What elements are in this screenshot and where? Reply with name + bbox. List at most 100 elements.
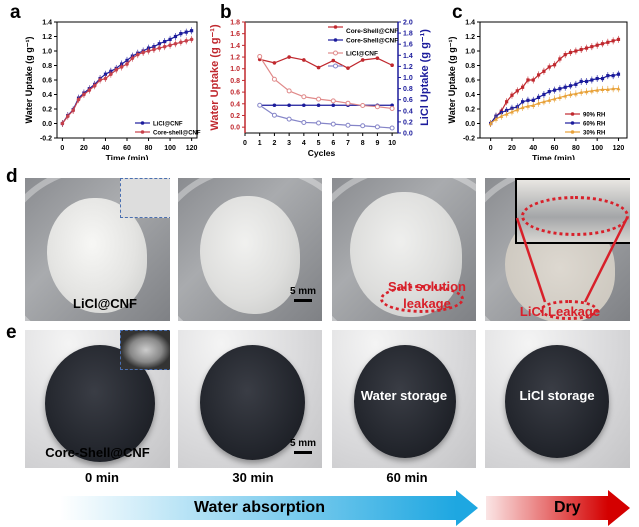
y-tick-label: 1.0 bbox=[42, 49, 52, 56]
data-point bbox=[531, 103, 536, 107]
data-point bbox=[584, 89, 589, 94]
data-point bbox=[82, 92, 86, 97]
data-point bbox=[515, 107, 520, 112]
y-axis-title: Water Uptake (g g⁻¹) bbox=[24, 37, 34, 124]
y-tick-label: 0.2 bbox=[42, 107, 52, 114]
data-point bbox=[504, 112, 509, 116]
data-point bbox=[302, 103, 306, 108]
data-point bbox=[87, 88, 92, 92]
series-line bbox=[61, 38, 192, 124]
time-label-60: 60 min bbox=[386, 470, 428, 485]
x-tick-label: 4 bbox=[302, 140, 306, 147]
data-point bbox=[331, 103, 336, 108]
legend-marker bbox=[333, 25, 338, 29]
data-point bbox=[98, 78, 102, 82]
data-point bbox=[287, 103, 291, 108]
x-tick-label: 2 bbox=[272, 140, 276, 147]
data-point bbox=[179, 40, 183, 45]
data-point bbox=[103, 76, 108, 81]
series-licl-cnf bbox=[257, 53, 395, 111]
data-point bbox=[505, 100, 509, 104]
y-tick-label: 1.2 bbox=[465, 34, 475, 41]
x-tick-label: 0 bbox=[243, 140, 247, 147]
series-line bbox=[259, 104, 393, 129]
x-tick-label: 80 bbox=[572, 145, 580, 152]
y-tick-label: -0.2 bbox=[40, 136, 52, 143]
x-axis-title: Time (min) bbox=[532, 153, 575, 160]
data-point bbox=[510, 106, 514, 110]
dry-label: Dry bbox=[554, 499, 581, 516]
time-label-30: 30 min bbox=[232, 470, 274, 485]
data-point bbox=[316, 65, 321, 70]
data-point bbox=[552, 63, 557, 67]
photo-d-60min: Salt solution leakage bbox=[332, 178, 476, 321]
y-right-tick-label: 0.6 bbox=[403, 97, 413, 104]
y-tick-label: 0.8 bbox=[230, 78, 240, 85]
data-point bbox=[510, 93, 514, 97]
data-point bbox=[286, 116, 292, 122]
scale-bar: 5 mm bbox=[288, 286, 318, 302]
x-tick-label: 0 bbox=[489, 145, 493, 152]
data-point bbox=[499, 114, 504, 118]
data-point bbox=[584, 46, 589, 50]
leak-ellipse bbox=[380, 285, 464, 313]
data-point bbox=[287, 55, 291, 59]
legend-marker bbox=[570, 130, 575, 134]
legend-label: Core-Shell@CNF bbox=[346, 38, 398, 45]
series-line bbox=[490, 38, 619, 124]
x-axis-title: Cycles bbox=[308, 148, 336, 158]
data-point bbox=[390, 63, 394, 68]
data-point bbox=[119, 65, 124, 69]
series-30-rh bbox=[488, 85, 621, 127]
leak-ellipse bbox=[540, 300, 598, 320]
series-licl-cnf bbox=[60, 27, 194, 127]
data-point bbox=[552, 96, 557, 101]
scale-bar: 5 mm bbox=[288, 438, 318, 454]
connector-lines bbox=[515, 217, 629, 303]
data-point bbox=[600, 42, 605, 46]
y-right-tick-label: 1.4 bbox=[403, 53, 413, 60]
data-point bbox=[71, 108, 75, 113]
x-tick-label: 10 bbox=[388, 140, 396, 147]
data-point bbox=[505, 108, 509, 113]
scale-bar-label: 5 mm bbox=[289, 286, 317, 297]
photo-e-30min: 5 mm bbox=[178, 330, 322, 468]
data-point bbox=[173, 34, 178, 39]
data-point bbox=[595, 43, 599, 47]
data-point bbox=[573, 91, 578, 96]
y-tick-label: 0.0 bbox=[465, 121, 475, 128]
y-tick-label: 1.4 bbox=[230, 43, 240, 50]
inset-cross-section bbox=[120, 178, 170, 218]
y-right-tick-label: 1.0 bbox=[403, 75, 413, 82]
data-point bbox=[184, 39, 189, 43]
sample-label: Core-Shell@CNF bbox=[45, 445, 150, 460]
data-point bbox=[541, 99, 546, 104]
panel-label-c: c bbox=[452, 2, 463, 23]
data-point bbox=[574, 82, 578, 86]
y-axis-title: Water Uptake (g g⁻¹) bbox=[447, 37, 457, 124]
data-point bbox=[272, 61, 277, 65]
data-point bbox=[168, 43, 172, 47]
data-point bbox=[301, 119, 307, 125]
data-point bbox=[286, 88, 292, 94]
data-point bbox=[536, 95, 541, 99]
series-line bbox=[259, 56, 393, 110]
data-point bbox=[547, 65, 551, 69]
data-point bbox=[509, 109, 514, 114]
legend-marker bbox=[140, 121, 145, 125]
y-right-tick-label: 1.8 bbox=[403, 31, 413, 38]
licl-storage-label: LiCl storage bbox=[519, 388, 595, 403]
data-point bbox=[271, 76, 277, 82]
data-point bbox=[547, 90, 551, 94]
data-point bbox=[330, 98, 336, 104]
data-point bbox=[389, 105, 395, 111]
data-point bbox=[135, 52, 140, 57]
data-point bbox=[493, 117, 498, 121]
legend-label: 60% RH bbox=[583, 122, 605, 128]
data-point bbox=[92, 84, 97, 88]
series-line bbox=[259, 56, 393, 69]
legend-label: 90% RH bbox=[583, 113, 605, 119]
data-point bbox=[520, 105, 525, 110]
x-axis-title: Time (min) bbox=[106, 153, 149, 160]
x-tick-label: 80 bbox=[145, 145, 153, 152]
